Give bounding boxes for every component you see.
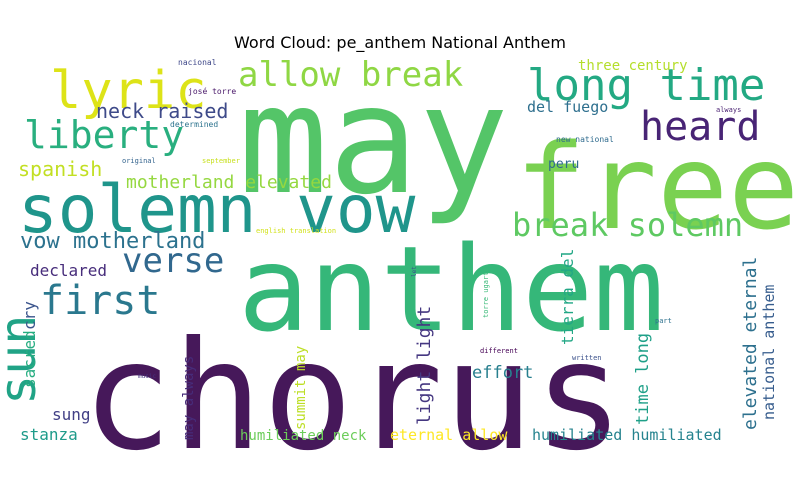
word-september: september: [202, 157, 240, 165]
word-original: original: [122, 157, 156, 165]
word-long-time: long time: [527, 60, 765, 111]
word-determined: determined: [170, 120, 218, 129]
word-sun: sun: [0, 315, 47, 405]
word-different: different: [480, 347, 518, 355]
word-tierra-del: tierra del: [558, 249, 577, 345]
chart-title: Word Cloud: pe_anthem National Anthem: [234, 33, 566, 52]
word-anthem: anthem: [238, 220, 664, 358]
word-josé-torre: josé torre: [188, 86, 236, 96]
word-lyric: lyric: [50, 61, 207, 121]
word-english-translation: english translation: [256, 227, 336, 235]
word-eternal-allow: eternal allow: [390, 426, 508, 444]
word-heard: heard: [640, 104, 760, 150]
word-new-national: new national: [556, 135, 614, 144]
word-humiliated-neck: humiliated neck: [240, 428, 367, 444]
word-humiliated-humiliated: humiliated humiliated: [532, 426, 722, 444]
word-break-solemn: break solemn: [512, 206, 743, 244]
word-verse: verse: [122, 241, 224, 281]
word-del-fuego: del fuego: [527, 98, 608, 116]
word-light-light: light light: [414, 306, 435, 425]
word-torre-ugarte: torre ugarte: [482, 267, 490, 318]
word-may-always: may always: [181, 356, 197, 440]
word-music: music: [138, 373, 156, 380]
word-may: may: [238, 54, 509, 228]
word-national-anthem: national anthem: [760, 285, 778, 420]
word-written: written: [572, 354, 602, 362]
word-sung: sung: [52, 405, 91, 424]
word-let: let: [411, 266, 418, 277]
word-liberty: liberty: [24, 113, 184, 157]
word-motherland-elevated: motherland elevated: [126, 172, 332, 193]
word-time-long: time long: [633, 333, 653, 425]
word-summit-may: summit may: [293, 346, 309, 430]
word-sacred: sacred: [20, 330, 39, 388]
word-part: part: [655, 317, 672, 325]
word-declared: declared: [30, 261, 107, 280]
word-chorus: chorus: [82, 310, 624, 484]
word-neck-raised: neck raised: [96, 99, 228, 123]
word-allow-break: allow break: [238, 55, 463, 95]
word-cry: cry: [20, 301, 39, 330]
word-always: always: [716, 106, 741, 114]
word-elevated-eternal: elevated eternal: [740, 257, 761, 430]
word-free: free: [515, 118, 799, 256]
word-three-century: three century: [578, 58, 688, 74]
word-effort: effort: [472, 363, 533, 383]
word-first: first: [40, 278, 160, 324]
word-nacional: nacional: [178, 58, 217, 67]
word-stanza: stanza: [20, 425, 78, 444]
word-peru: peru: [548, 157, 579, 172]
word-vow-motherland: vow motherland: [20, 229, 205, 254]
word-spanish: spanish: [18, 157, 102, 181]
word-solemn-vow: solemn vow: [18, 171, 416, 248]
